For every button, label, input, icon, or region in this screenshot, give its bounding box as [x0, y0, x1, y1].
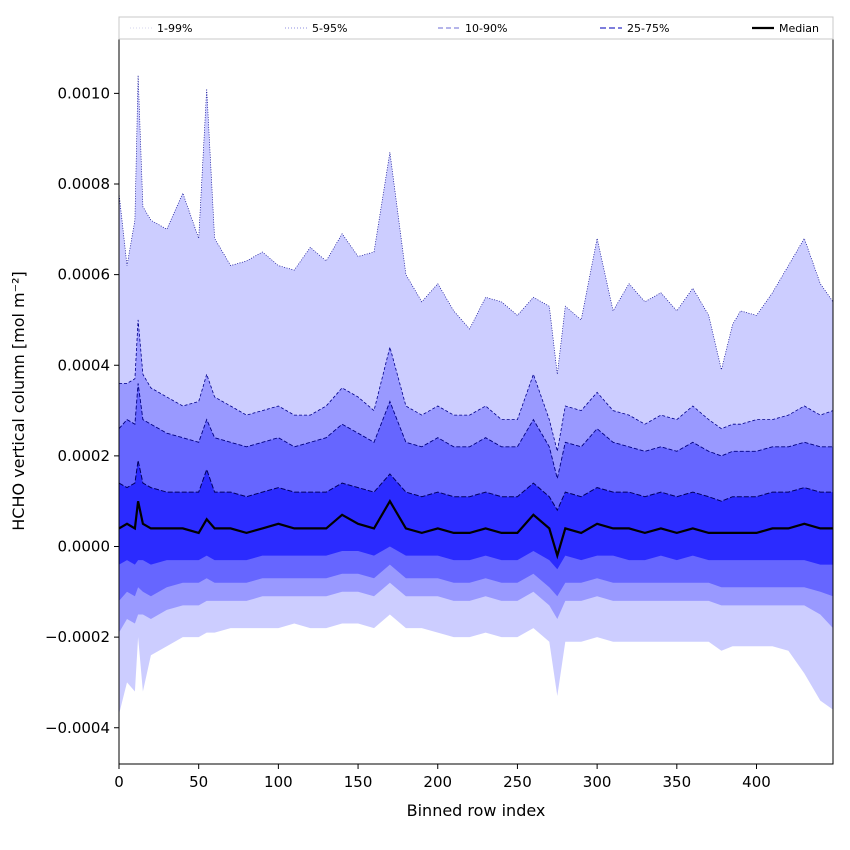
percentile-lines	[118, 75, 834, 560]
x-tick-label: 300	[583, 773, 612, 791]
x-tick-label: 50	[189, 773, 208, 791]
band-25-75	[119, 460, 833, 570]
p75-line	[118, 460, 833, 512]
legend-label: 10-90%	[465, 22, 507, 35]
legend-label: Median	[779, 22, 819, 35]
y-tick-label: 0.0000	[58, 538, 111, 556]
y-axis-label: HCHO vertical column [mol m⁻²]	[9, 271, 28, 530]
y-tick-label: 0.0002	[58, 447, 111, 465]
y-tick-label: 0.0006	[58, 266, 111, 284]
legend-label: 5-95%	[312, 22, 347, 35]
median-line	[118, 499, 833, 560]
x-axis-ticks: 0 50 100 150 200 250 300 350 400	[114, 764, 771, 791]
x-axis-label: Binned row index	[407, 801, 546, 820]
y-tick-label: −0.0002	[45, 628, 110, 646]
y-tick-label: 0.0010	[58, 84, 111, 102]
x-tick-label: 100	[264, 773, 293, 791]
y-tick-label: 0.0008	[58, 175, 111, 193]
p90-line	[118, 383, 833, 479]
x-tick-label: 150	[344, 773, 373, 791]
y-tick-label: 0.0004	[58, 356, 111, 374]
p95-line	[119, 319, 834, 452]
x-tick-label: 250	[503, 773, 532, 791]
legend-label: 1-99%	[157, 22, 192, 35]
x-tick-label: 400	[742, 773, 771, 791]
x-tick-label: 0	[114, 773, 124, 791]
legend-frame	[118, 16, 834, 40]
percentile-bands	[119, 75, 833, 715]
legend: 1-99% 5-95% 10-90% 25-75% Median	[118, 16, 834, 40]
x-tick-label: 350	[662, 773, 691, 791]
band-1-99	[119, 75, 833, 715]
x-tick-label: 200	[423, 773, 452, 791]
y-tick-label: −0.0004	[45, 719, 110, 737]
legend-label: 25-75%	[627, 22, 669, 35]
y-axis-ticks: −0.0004 −0.0002 0.0000 0.0002 0.0004 0.0006 0.…	[45, 84, 119, 737]
